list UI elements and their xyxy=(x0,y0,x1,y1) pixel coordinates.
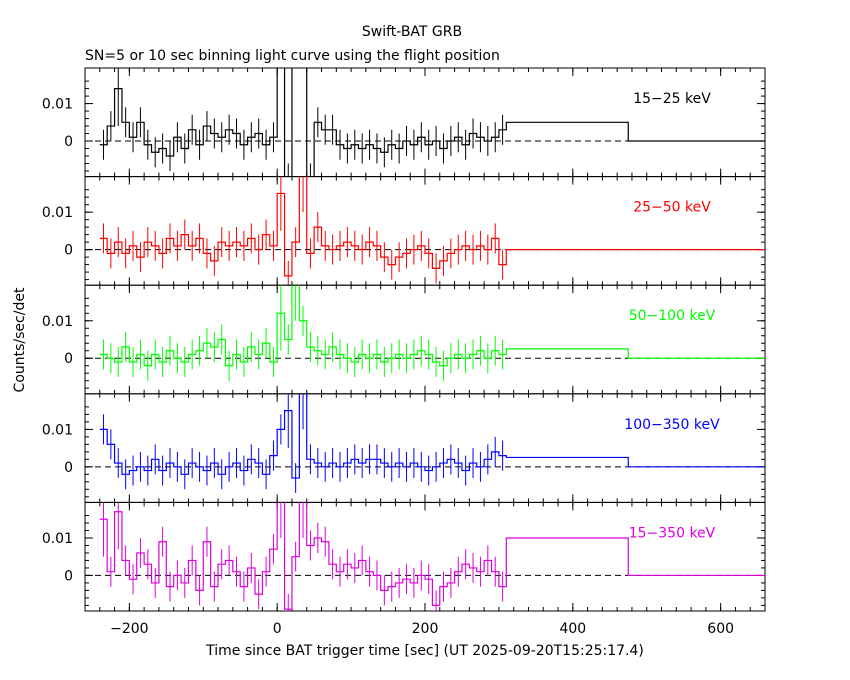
y-tick-label: 0.01 xyxy=(42,205,73,221)
series-line xyxy=(99,393,765,479)
x-tick-label: 0 xyxy=(273,621,282,637)
x-tick-label: 600 xyxy=(707,621,734,637)
y-tick-label: 0 xyxy=(64,568,73,584)
x-tick-label: 400 xyxy=(559,621,586,637)
x-tick-label: −200 xyxy=(110,621,148,637)
y-tick-label: 0.01 xyxy=(42,422,73,438)
y-tick-label: 0 xyxy=(64,351,73,367)
series-group xyxy=(99,502,765,611)
panel-0: 0 0.01 15−25 keV xyxy=(42,67,766,178)
y-tick-label: 0.01 xyxy=(42,531,73,547)
panel-band-label: 15−350 keV xyxy=(629,525,716,541)
series-line xyxy=(99,285,765,367)
panel-band-label: 100−350 keV xyxy=(624,417,720,433)
panel-1: 0 0.01 25−50 keV xyxy=(42,176,766,286)
panel-4: 0 0.01 15−350 keV xyxy=(42,501,766,612)
y-tick-label: 0 xyxy=(64,243,73,259)
series-line xyxy=(99,502,765,610)
panel-frame xyxy=(84,284,766,395)
series-group xyxy=(99,285,765,381)
panel-band-label: 25−50 keV xyxy=(633,200,711,216)
panel-frame xyxy=(84,393,766,503)
chart-title: Swift-BAT GRB xyxy=(362,24,462,40)
y-tick-label: 0 xyxy=(64,134,73,150)
panels-group: 0 0.01 15−25 keV 0 0.01 25−50 keV 0 0.01 50−100 … xyxy=(42,67,766,637)
panel-frame xyxy=(84,67,766,178)
x-tick-label: 200 xyxy=(412,621,439,637)
panel-2: 0 0.01 50−100 keV xyxy=(42,284,766,395)
y-tick-label: 0.01 xyxy=(42,97,73,113)
series-group xyxy=(99,393,765,494)
series-line xyxy=(99,68,765,177)
x-axis-label: Time since BAT trigger time [sec] (UT 20… xyxy=(205,643,644,659)
panel-frame xyxy=(84,176,766,286)
series-group xyxy=(99,176,765,286)
y-tick-label: 0.01 xyxy=(42,314,73,330)
chart-subtitle: SN=5 or 10 sec binning light curve using… xyxy=(85,48,500,64)
panel-3: 0 0.01 100−350 keV xyxy=(42,393,766,503)
series-group xyxy=(99,68,765,177)
series-line xyxy=(99,176,765,277)
panel-band-label: 15−25 keV xyxy=(633,91,711,107)
y-tick-label: 0 xyxy=(64,460,73,476)
y-axis-label: Counts/sec/det xyxy=(12,287,28,392)
panel-frame xyxy=(84,501,766,612)
panel-band-label: 50−100 keV xyxy=(629,308,716,324)
